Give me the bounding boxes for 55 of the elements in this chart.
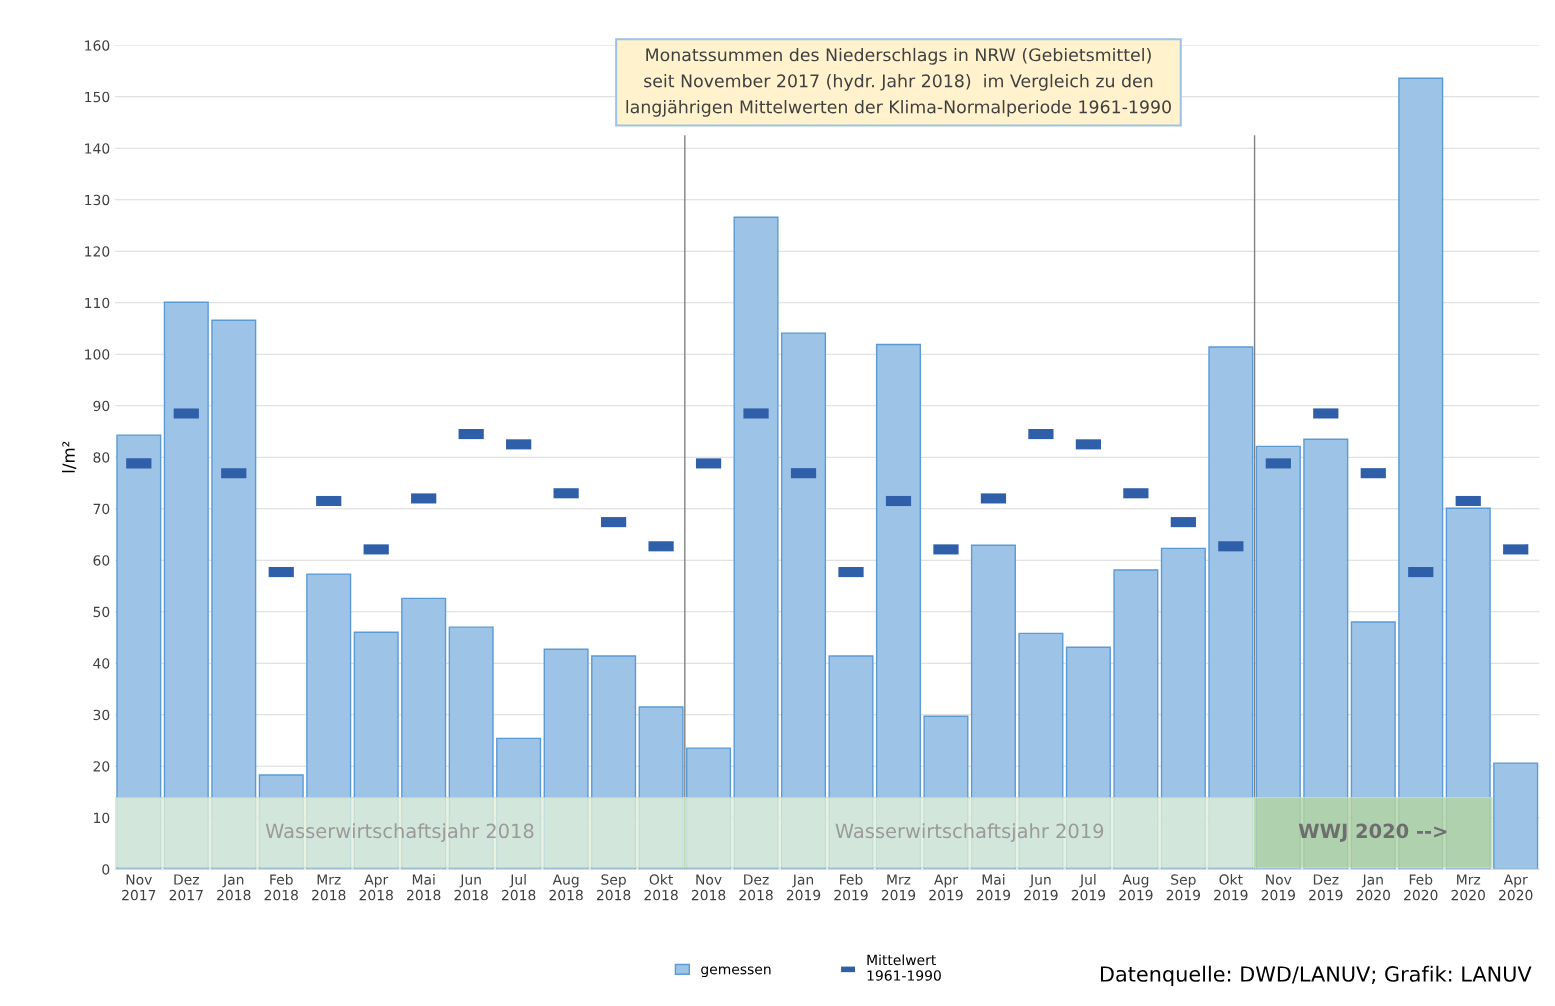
x-tick-label: Apr 2020 [1499,874,1533,901]
x-tick-label: Aug 2019 [1119,874,1153,901]
x-tick-label: Dez 2017 [169,874,203,901]
y-tick-label: 160 [85,40,110,51]
x-tick-label: Mrz 2018 [312,874,346,901]
y-tick-label: 70 [93,503,110,515]
y-axis-title: l/m² [62,441,77,473]
x-tick-label: Dez 2018 [739,874,773,901]
y-tick-label: 80 [93,452,110,463]
x-tick-label: Nov 2018 [691,874,726,901]
x-tick-label: Nov 2017 [122,874,156,901]
x-tick-label: Apr 2019 [929,874,963,901]
x-tick-label: Aug 2018 [549,874,583,901]
y-tick-label: 130 [85,194,110,206]
x-tick-label: Jan 2019 [786,874,821,901]
x-tick-label: Okt 2018 [644,874,678,901]
x-tick-label: Jun 2019 [1024,874,1058,901]
x-tick-label: Mai 2019 [976,874,1011,901]
x-tick-label: Dez 2019 [1309,874,1343,901]
x-tick-label: Feb 2018 [264,874,298,901]
x-tick-label: Jan 2020 [1356,874,1391,901]
x-tick-label: Jul 2019 [1071,874,1106,901]
legend-label: Mittelwert 1961-1990 [867,954,941,981]
y-tick-label: 90 [93,400,110,412]
text: Datenquelle: DWD/LANUV; Grafik: LANUV [1100,965,1532,986]
y-tick-label: 140 [85,143,110,154]
y-tick-label: 60 [93,555,110,566]
y-tick-label: 30 [93,709,110,721]
x-tick-label: Sep 2018 [596,874,631,901]
x-tick-label: Jan 2018 [217,874,251,901]
y-tick-label: 150 [85,91,110,103]
y-tick-label: 110 [85,297,110,309]
band-label: Wasserwirtschaftsjahr 2019 [835,823,1104,843]
x-tick-label: Jul 2018 [501,874,536,901]
x-tick-label: Jun 2018 [454,874,488,901]
band-label: WWJ 2020 --> [1298,823,1447,842]
x-tick-label: Sep 2019 [1166,874,1201,901]
x-tick-label: Feb 2020 [1404,874,1438,901]
legend-label: gemessen [701,966,771,978]
band-label: Wasserwirtschaftsjahr 2018 [265,823,534,843]
y-tick-label: 0 [102,864,110,875]
x-tick-label: Nov 2019 [1261,874,1296,901]
y-tick-label: 50 [93,606,110,618]
y-tick-label: 40 [93,658,110,669]
y-tick-label: 100 [85,349,110,360]
x-tick-label: Mrz 2019 [881,874,916,901]
x-tick-label: Mrz 2020 [1451,874,1485,901]
y-tick-label: 10 [94,812,110,824]
x-tick-label: Feb 2019 [834,874,868,901]
y-tick-label: 20 [93,761,110,772]
x-tick-label: Okt 2019 [1214,874,1248,901]
text: Monatssummen des Niederschlags in NRW (Gebietsmittel) seit November 2017 (hydr. Jahr 2018) im Vergleich zu den langjährigen Mittelwerten der Klima-Normalperiode 1961-1990 [626,47,1171,117]
x-tick-label: Mai 2018 [407,874,441,901]
x-tick-label: Apr 2018 [359,874,393,901]
y-tick-label: 120 [85,246,110,257]
